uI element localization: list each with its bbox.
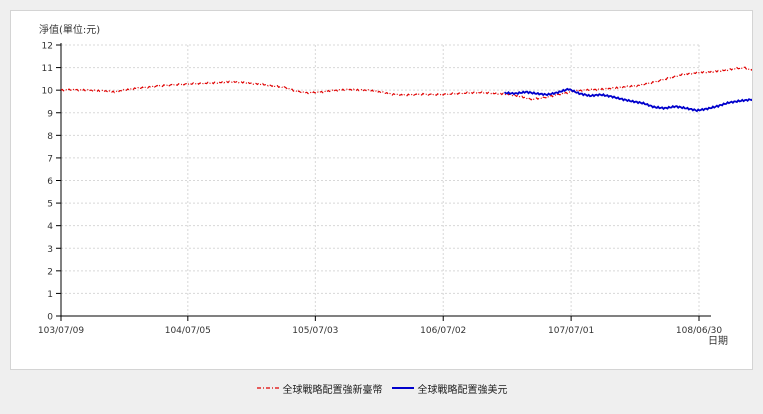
data-lines (60, 66, 763, 113)
y-axis-title: 淨值(單位:元) (39, 23, 100, 36)
legend-label: 全球戰略配置強美元 (417, 384, 508, 396)
y-tick-label: 8 (47, 132, 53, 142)
x-tick-label: 105/07/03 (292, 326, 338, 336)
series-line-1 (60, 66, 763, 101)
y-tick-label: 12 (42, 42, 53, 52)
x-tick-label: 108/06/30 (676, 326, 722, 336)
x-tick-label: 107/07/01 (548, 326, 594, 336)
axes (60, 43, 711, 317)
y-tick-label: 2 (47, 267, 53, 277)
y-tick-label: 9 (47, 109, 53, 119)
legend-item-series-2: 全球戰略配置強美元 (391, 381, 508, 396)
x-tick-label: 106/07/02 (420, 326, 466, 336)
x-tick-label: 104/07/05 (165, 326, 211, 336)
chart-panel: 淨值(單位:元) 0 1 2 3 4 5 6 7 8 9 10 11 12 103/07/09 104/0… (10, 10, 763, 370)
y-tick-label: 4 (47, 222, 53, 232)
chart-legend: 全球戰略配置強新臺幣 全球戰略配置強美元 (0, 376, 763, 400)
y-tick-label: 6 (47, 177, 53, 187)
legend-item-series-1: 全球戰略配置強新臺幣 (256, 381, 383, 396)
x-tick-label: 103/07/09 (38, 326, 84, 336)
legend-swatch-blue (391, 387, 414, 389)
y-tick-label: 3 (47, 245, 53, 255)
y-tick-label: 0 (47, 313, 53, 323)
series-line-2 (503, 87, 763, 113)
y-tick-label: 11 (42, 64, 53, 74)
x-axis-ticks: 103/07/09 104/07/05 105/07/03 106/07/02 107/… (38, 316, 722, 336)
legend-label: 全球戰略配置強新臺幣 (282, 384, 383, 396)
y-tick-label: 1 (47, 290, 53, 300)
x-axis-title: 日期 (708, 335, 728, 347)
y-tick-label: 7 (47, 154, 53, 164)
y-tick-label: 10 (42, 87, 54, 97)
y-tick-label: 5 (47, 200, 53, 210)
legend-swatch-red (256, 387, 279, 389)
